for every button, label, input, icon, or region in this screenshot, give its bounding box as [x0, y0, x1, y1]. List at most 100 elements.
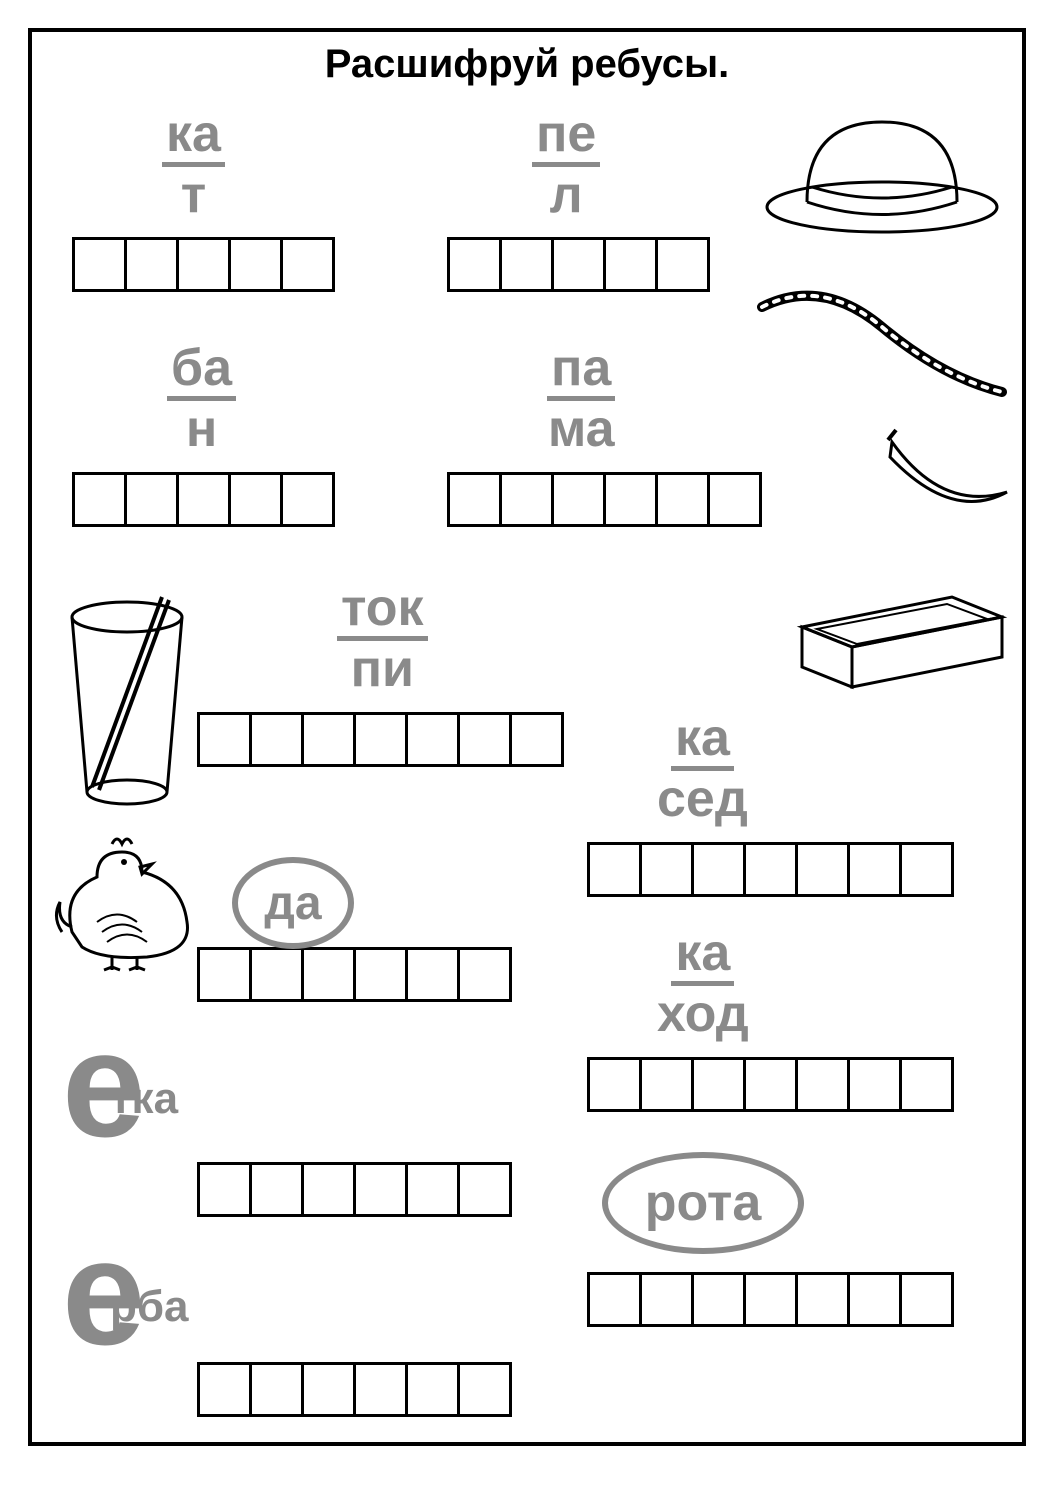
- answer-cell[interactable]: [691, 1057, 746, 1112]
- answer-cell[interactable]: [447, 237, 502, 292]
- fraction-bottom: т: [162, 167, 225, 221]
- answer-cell[interactable]: [743, 1057, 798, 1112]
- answer-cell[interactable]: [655, 472, 710, 527]
- fraction-top: ка: [671, 712, 734, 771]
- answer-cell[interactable]: [691, 1272, 746, 1327]
- fraction-f3: бан: [167, 342, 236, 455]
- answer-boxes: [587, 1272, 954, 1327]
- answer-cell[interactable]: [405, 1362, 460, 1417]
- answer-cell[interactable]: [353, 947, 408, 1002]
- answer-cell[interactable]: [499, 472, 554, 527]
- oval-rebus: рота: [602, 1152, 804, 1254]
- answer-cell[interactable]: [457, 947, 512, 1002]
- answer-cell[interactable]: [847, 1057, 902, 1112]
- answer-cell[interactable]: [587, 1272, 642, 1327]
- letter-e-rebus: етка: [62, 1032, 227, 1182]
- answer-cell[interactable]: [899, 1057, 954, 1112]
- glass-icon: [57, 592, 197, 812]
- answer-cell[interactable]: [899, 842, 954, 897]
- fraction-top: пе: [532, 108, 600, 167]
- answer-cell[interactable]: [280, 237, 335, 292]
- answer-cell[interactable]: [197, 712, 252, 767]
- hat-icon: [762, 97, 1002, 237]
- answer-cell[interactable]: [847, 842, 902, 897]
- answer-cell[interactable]: [499, 237, 554, 292]
- letter-e-rebus: ерба: [62, 1240, 227, 1390]
- answer-cell[interactable]: [587, 842, 642, 897]
- answer-cell[interactable]: [603, 237, 658, 292]
- banana-icon: [882, 422, 1012, 512]
- answer-cell[interactable]: [405, 1162, 460, 1217]
- answer-boxes: [587, 1057, 954, 1112]
- answer-cell[interactable]: [280, 472, 335, 527]
- answer-cell[interactable]: [795, 1057, 850, 1112]
- worksheet-frame: Расшифруй ребусы. катпелбанпаматокпикасе…: [28, 28, 1026, 1446]
- answer-cell[interactable]: [509, 712, 564, 767]
- answer-cell[interactable]: [124, 472, 179, 527]
- answer-cell[interactable]: [301, 712, 356, 767]
- answer-cell[interactable]: [301, 947, 356, 1002]
- answer-cell[interactable]: [249, 1362, 304, 1417]
- answer-cell[interactable]: [249, 712, 304, 767]
- fraction-bottom: ма: [547, 401, 615, 455]
- fraction-top: па: [547, 342, 615, 401]
- fraction-f1: кат: [162, 108, 225, 221]
- page: Расшифруй ребусы. катпелбанпаматокпикасе…: [0, 0, 1050, 1485]
- answer-cell[interactable]: [743, 842, 798, 897]
- answer-cell[interactable]: [587, 1057, 642, 1112]
- fraction-f4: пама: [547, 342, 615, 455]
- answer-cell[interactable]: [353, 1162, 408, 1217]
- answer-boxes: [447, 472, 762, 527]
- answer-cell[interactable]: [603, 472, 658, 527]
- answer-cell[interactable]: [249, 1162, 304, 1217]
- answer-cell[interactable]: [655, 237, 710, 292]
- answer-cell[interactable]: [899, 1272, 954, 1327]
- answer-cell[interactable]: [197, 947, 252, 1002]
- answer-cell[interactable]: [228, 237, 283, 292]
- answer-cell[interactable]: [743, 1272, 798, 1327]
- fraction-bottom: сед: [657, 771, 748, 825]
- letter-e-inner: тка: [110, 1084, 178, 1115]
- fraction-top: ток: [337, 582, 428, 641]
- answer-cell[interactable]: [795, 1272, 850, 1327]
- answer-cell[interactable]: [457, 712, 512, 767]
- answer-cell[interactable]: [551, 472, 606, 527]
- answer-cell[interactable]: [353, 712, 408, 767]
- answer-cell[interactable]: [72, 472, 127, 527]
- answer-cell[interactable]: [639, 1057, 694, 1112]
- answer-cell[interactable]: [639, 1272, 694, 1327]
- fraction-top: ка: [671, 927, 734, 986]
- fraction-f2: пел: [532, 108, 600, 221]
- answer-cell[interactable]: [249, 947, 304, 1002]
- fraction-f6: касед: [657, 712, 748, 825]
- answer-cell[interactable]: [707, 472, 762, 527]
- fraction-top: ба: [167, 342, 236, 401]
- answer-cell[interactable]: [405, 712, 460, 767]
- answer-cell[interactable]: [639, 842, 694, 897]
- oval-rebus: да: [232, 857, 354, 949]
- answer-cell[interactable]: [405, 947, 460, 1002]
- answer-cell[interactable]: [551, 237, 606, 292]
- answer-cell[interactable]: [353, 1362, 408, 1417]
- answer-cell[interactable]: [301, 1362, 356, 1417]
- fraction-f7: каход: [657, 927, 749, 1040]
- answer-boxes: [587, 842, 954, 897]
- fraction-bottom: л: [532, 167, 600, 221]
- answer-cell[interactable]: [457, 1162, 512, 1217]
- answer-cell[interactable]: [72, 237, 127, 292]
- answer-cell[interactable]: [124, 237, 179, 292]
- answer-cell[interactable]: [847, 1272, 902, 1327]
- fraction-bottom: ход: [657, 986, 749, 1040]
- answer-cell[interactable]: [176, 237, 231, 292]
- answer-cell[interactable]: [176, 472, 231, 527]
- answer-cell[interactable]: [228, 472, 283, 527]
- fraction-top: ка: [162, 108, 225, 167]
- answer-cell[interactable]: [457, 1362, 512, 1417]
- fraction-f5: токпи: [337, 582, 428, 695]
- answer-cell[interactable]: [691, 842, 746, 897]
- answer-cell[interactable]: [447, 472, 502, 527]
- answer-cell[interactable]: [795, 842, 850, 897]
- fraction-bottom: н: [167, 401, 236, 455]
- answer-boxes: [72, 237, 335, 292]
- answer-cell[interactable]: [301, 1162, 356, 1217]
